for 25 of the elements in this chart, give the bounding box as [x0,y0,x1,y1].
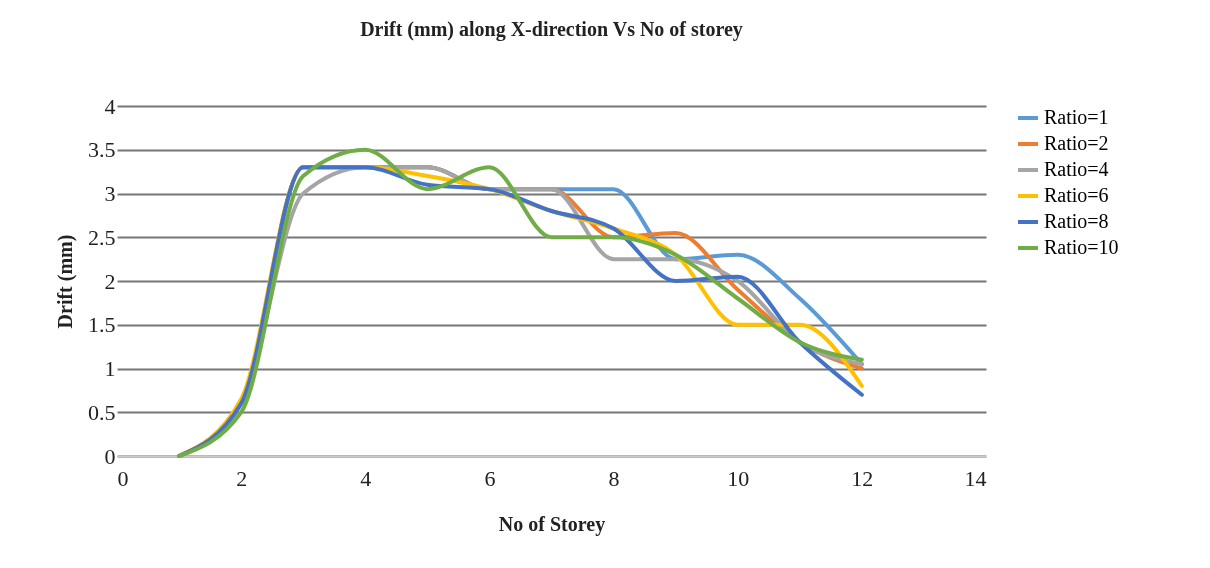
y-tick-label: 4 [104,93,116,119]
y-axis-title: Drift (mm) [54,234,77,329]
legend-label: Ratio=10 [1044,236,1119,258]
y-tick-label: 1 [104,356,116,381]
x-tick-label: 8 [608,465,620,491]
legend-label: Ratio=2 [1044,132,1109,154]
x-tick-label: 14 [964,465,987,491]
legend-label: Ratio=8 [1044,210,1109,232]
legend-label: Ratio=6 [1044,184,1109,206]
chart-title: Drift (mm) along X-direction Vs No of storey [360,18,743,41]
x-tick-label: 6 [484,465,496,491]
y-tick-label: 2.5 [88,224,116,250]
y-tick-label: 0 [104,443,116,469]
legend-label: Ratio=4 [1044,158,1109,180]
y-tick-label: 3 [104,181,116,206]
y-tick-label: 2 [104,268,116,294]
x-tick-label: 10 [727,465,750,491]
y-tick-label: 1.5 [88,312,116,338]
x-tick-label: 4 [360,465,372,491]
y-tick-label: 3.5 [88,137,116,163]
y-tick-label: 0.5 [88,399,116,425]
x-axis-title: No of Storey [498,512,606,536]
legend-label: Ratio=1 [1044,106,1109,128]
x-tick-label: 2 [236,465,248,491]
x-tick-label: 12 [851,465,874,491]
